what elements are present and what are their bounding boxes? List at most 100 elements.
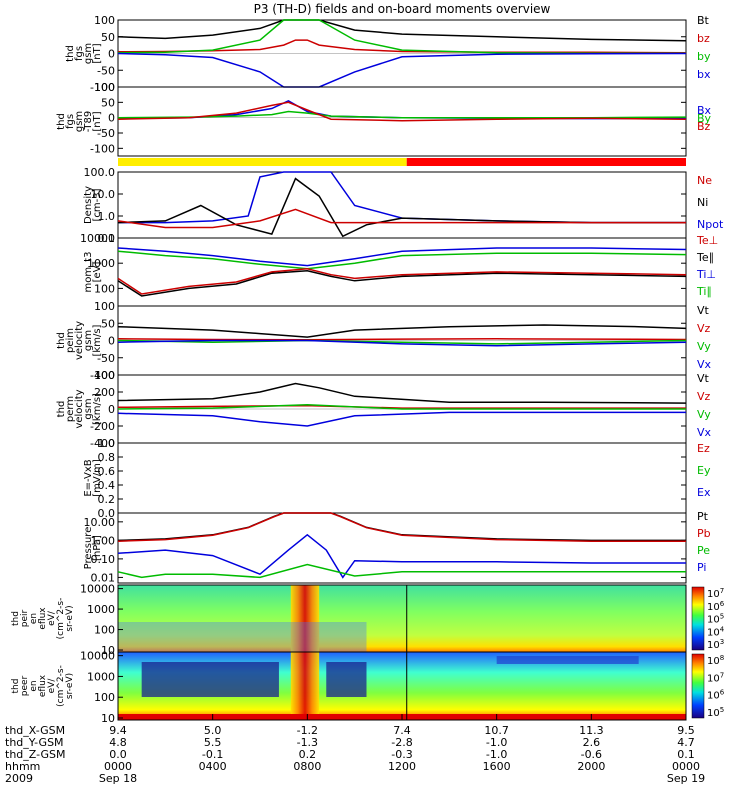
xaxis-value-4-1: -1.0 bbox=[486, 736, 507, 749]
ytick-label-mom_t3-1: 1000 bbox=[87, 257, 115, 270]
xaxis-value-6-3: 0000 bbox=[672, 760, 700, 773]
ytick-label-density-1: 10.0 bbox=[91, 188, 116, 201]
colorbar-label-base: 10 bbox=[707, 673, 720, 684]
colorbar-label-base: 10 bbox=[707, 615, 720, 626]
xaxis-row-label-0: thd_X-GSM bbox=[5, 724, 65, 737]
xaxis-date-0: Sep 18 bbox=[99, 772, 137, 785]
series-fgs_t89-By bbox=[117, 110, 687, 119]
ylabel-density-0: Density bbox=[83, 186, 94, 224]
ylabel-peim-0: thd bbox=[56, 332, 67, 349]
series-density-Npot bbox=[118, 171, 686, 224]
legend-exb-0: Ez bbox=[697, 442, 710, 455]
legend-fgs_t89-2: Bz bbox=[697, 120, 711, 133]
series-pressure-Pe bbox=[117, 563, 686, 579]
legend-exb-2: Ex bbox=[697, 486, 711, 499]
spec-ylabel-peer-0: thd bbox=[11, 679, 21, 694]
legend-fgs_t89-0: Bx bbox=[697, 104, 712, 117]
xaxis-row-label-4: 2009 bbox=[5, 772, 33, 785]
legend-density-2: Npot bbox=[697, 218, 724, 231]
ytick-label-perm-2: 0 bbox=[108, 403, 115, 416]
xaxis-value-4-2: -1.0 bbox=[486, 748, 507, 761]
ytick-label-fgs_t89-0: 100 bbox=[94, 81, 115, 94]
spectrogram-band-peer bbox=[496, 656, 639, 664]
colorbar-label-exp: 7 bbox=[720, 587, 724, 595]
colorbar-label-peer-1: 107 bbox=[707, 671, 724, 684]
xaxis-row-label-3: hhmm bbox=[5, 760, 40, 773]
colorbar-label-exp: 7 bbox=[720, 671, 724, 679]
panel-frame-exb bbox=[117, 442, 687, 514]
spec-ylabel-peir-0: thd bbox=[11, 611, 21, 626]
colorbar-label-peir-2: 105 bbox=[707, 613, 724, 626]
xaxis-value-2-3: 0800 bbox=[293, 760, 321, 773]
colorbar-label-peer-3: 105 bbox=[707, 706, 724, 719]
series-fgs-by bbox=[117, 19, 686, 54]
ylabel-pressure-1: [nPa] bbox=[92, 535, 103, 561]
legend-fgs-1: bz bbox=[697, 32, 710, 45]
spectrogram-dark-right-peer bbox=[326, 662, 367, 697]
ylabel-exb-1: [mV/m] bbox=[92, 459, 103, 497]
legend-pressure-3: Pi bbox=[697, 561, 706, 574]
legend-peim-1: Vz bbox=[697, 322, 711, 335]
legend-density-1: Ni bbox=[697, 196, 708, 209]
xaxis-value-0-0: 9.4 bbox=[109, 724, 127, 737]
colorbar-label-peer-2: 106 bbox=[707, 689, 725, 702]
series-perm-Vy bbox=[117, 404, 686, 410]
ytick-label-density-2: 1.0 bbox=[98, 210, 116, 223]
ylabel-fgs_t89-2: gsm bbox=[74, 111, 85, 132]
ylabel-fgs_t89-3: -T89 bbox=[83, 111, 94, 133]
ylabel-density-1: [cm-3] bbox=[92, 188, 103, 221]
colorbar-label-base: 10 bbox=[707, 691, 720, 702]
spec-ylabel-peir-2: en bbox=[29, 613, 39, 624]
ytick-label-peim-4: -100 bbox=[90, 369, 115, 382]
xaxis-value-5-2: -0.6 bbox=[581, 748, 602, 761]
colorbar-label-base: 10 bbox=[707, 708, 720, 719]
ytick-label-exb-2: 0.6 bbox=[98, 465, 116, 478]
ylabel-mom_t3-1: [eV] bbox=[92, 262, 103, 283]
ylabel-peim-3: gsm bbox=[83, 330, 94, 351]
legend-fgs-3: bx bbox=[697, 68, 711, 81]
series-peim-Vt bbox=[117, 324, 687, 338]
ylabel-fgs-2: gsm bbox=[83, 43, 94, 64]
spec-ylabel-peir-5: (cm^2-s- bbox=[56, 598, 66, 640]
xaxis-value-2-1: -1.3 bbox=[297, 736, 318, 749]
colorbar-label-exp: 6 bbox=[720, 689, 725, 697]
ytick-label-peim-0: 100 bbox=[94, 300, 115, 313]
ytick-label-perm-1: 200 bbox=[94, 386, 115, 399]
colorbar-label-peir-0: 107 bbox=[707, 587, 724, 600]
spec-ylabel-peer-5: (cm^2-s- bbox=[56, 665, 66, 707]
xaxis-value-5-3: 2000 bbox=[577, 760, 605, 773]
ylabel-pressure-0: Pressure bbox=[83, 527, 94, 570]
ytick-label-fgs_t89-2: 0 bbox=[108, 112, 115, 125]
colorbar-peer bbox=[691, 653, 705, 719]
ylabel-peim-2: velocity bbox=[74, 321, 85, 360]
colorbar-label-exp: 3 bbox=[720, 638, 724, 646]
ytick-label-mom_t3-2: 100 bbox=[94, 282, 115, 295]
series-mom_t3-Ti∥ bbox=[117, 250, 687, 270]
legend-fgs-0: Bt bbox=[697, 14, 710, 27]
ylabel-perm-0: thd bbox=[56, 401, 67, 418]
colorbar-label-base: 10 bbox=[707, 602, 720, 613]
spectrogram-core-peir bbox=[290, 585, 320, 652]
colorbar-label-peir-3: 104 bbox=[707, 625, 725, 638]
legend-density-0: Ne bbox=[697, 174, 712, 187]
spec-ylabel-peer-2: en bbox=[29, 680, 39, 691]
series-pressure-Pi bbox=[117, 533, 686, 579]
xaxis-value-4-3: 1600 bbox=[483, 760, 511, 773]
spectrogram-core-peer bbox=[290, 652, 320, 720]
spec-ylabel-peir-3: eflux bbox=[38, 607, 48, 630]
spec-ytick-label-peer-2: 100 bbox=[94, 691, 115, 704]
ylabel-perm-3: gsm bbox=[83, 398, 94, 419]
ytick-label-density-3: 0.1 bbox=[98, 232, 116, 245]
colorbar-label-base: 10 bbox=[707, 627, 720, 638]
xaxis-value-6-1: 4.7 bbox=[677, 736, 695, 749]
series-fgs-Bt bbox=[117, 19, 687, 42]
xaxis-value-1-1: 5.5 bbox=[204, 736, 222, 749]
xaxis-value-5-1: 2.6 bbox=[583, 736, 601, 749]
ytick-label-perm-0: 400 bbox=[94, 369, 115, 382]
legend-perm-3: Vx bbox=[697, 426, 712, 439]
panel-frame-pressure bbox=[117, 512, 687, 584]
xaxis-value-4-0: 10.7 bbox=[484, 724, 509, 737]
spec-ytick-label-peir-2: 100 bbox=[94, 624, 115, 637]
xaxis-value-3-0: 7.4 bbox=[393, 724, 411, 737]
spectrogram-lowflux-peir bbox=[118, 622, 367, 652]
